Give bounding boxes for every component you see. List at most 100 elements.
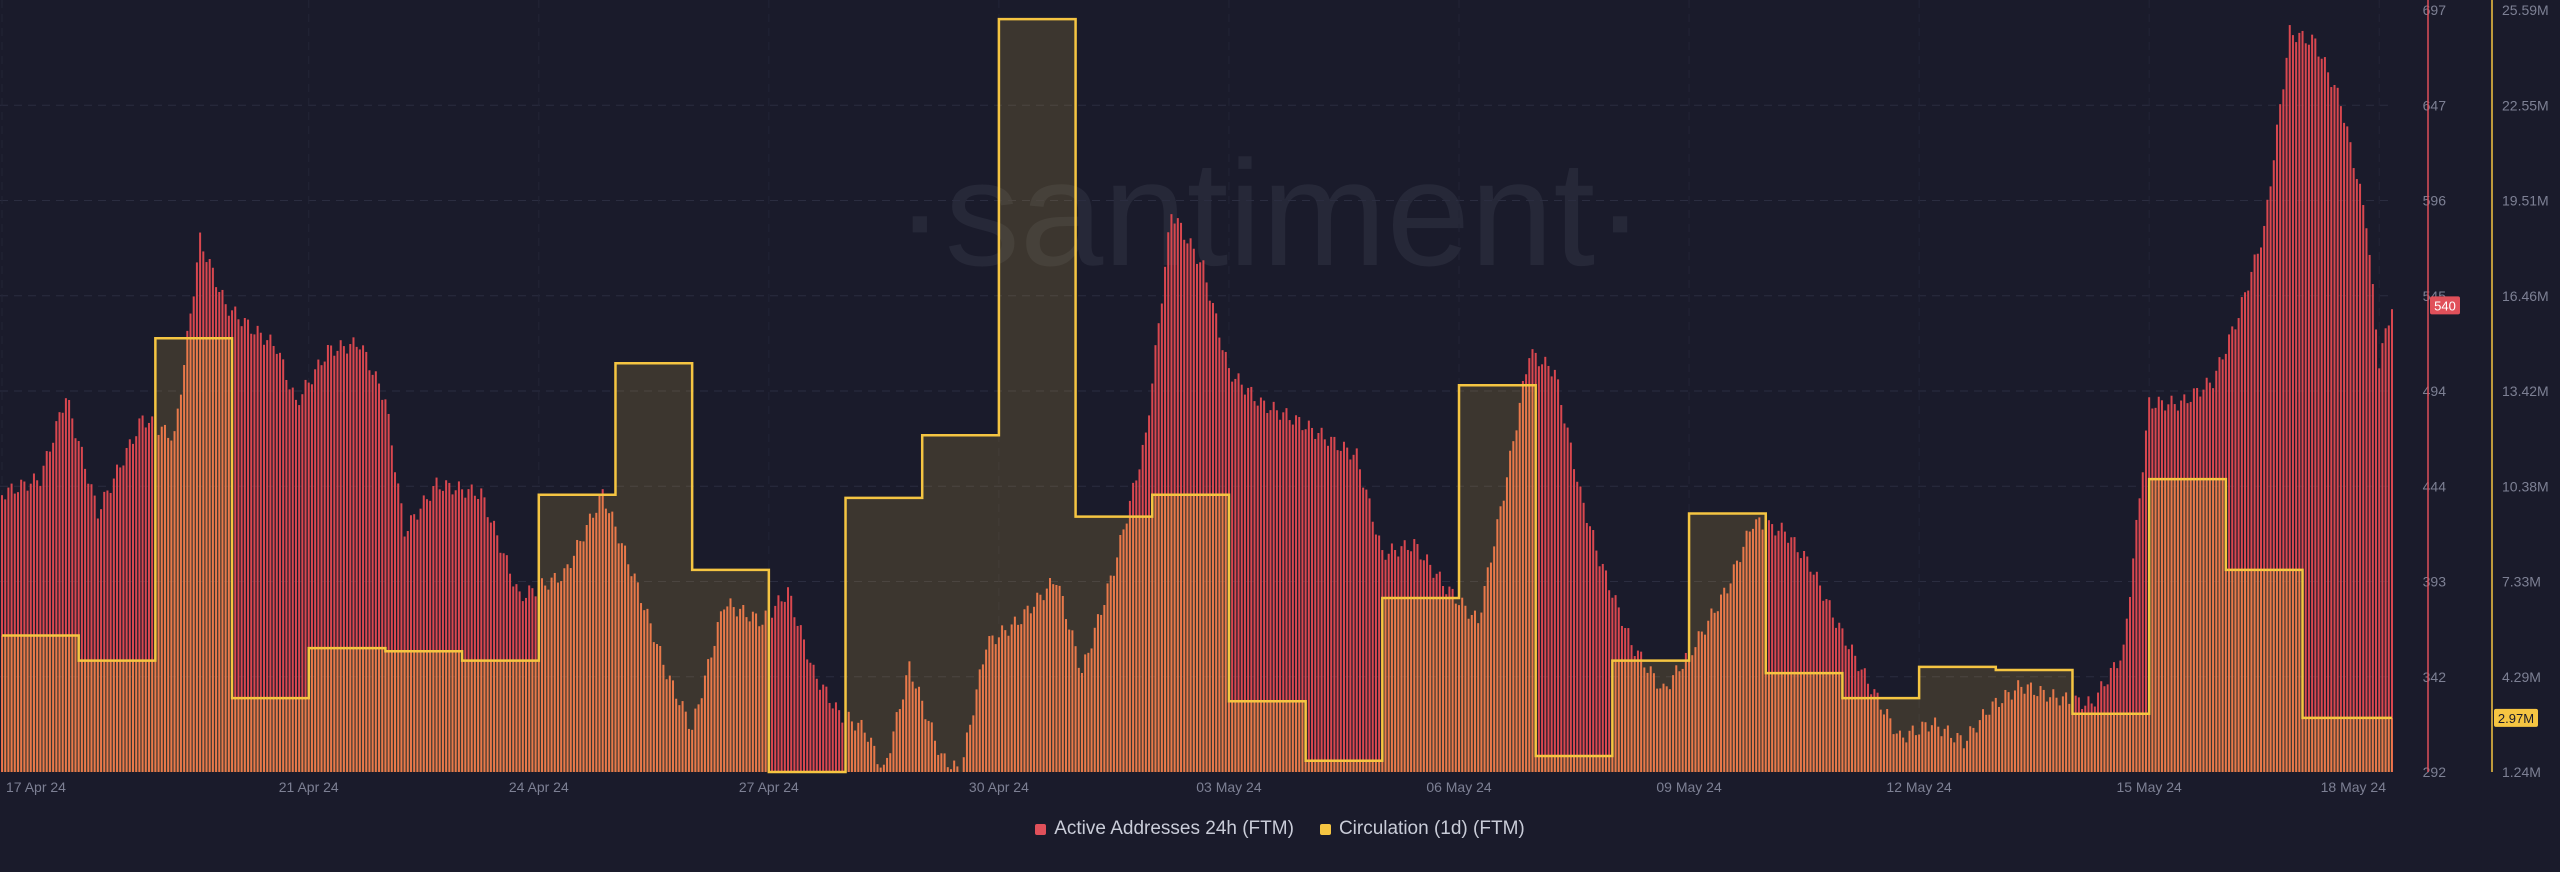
bar-overlap bbox=[2160, 479, 2163, 772]
bar-overlap bbox=[850, 721, 853, 772]
bar-overlap bbox=[1004, 630, 1007, 772]
bar-overlap bbox=[1589, 756, 1592, 772]
bar bbox=[1384, 559, 1387, 599]
bar-overlap bbox=[1601, 756, 1604, 772]
bar-overlap bbox=[278, 698, 281, 772]
bar bbox=[493, 520, 496, 661]
bar-overlap bbox=[2157, 479, 2160, 772]
bar-overlap bbox=[1339, 760, 1342, 772]
bar bbox=[2196, 387, 2199, 480]
bar-overlap bbox=[1751, 528, 1754, 772]
bar bbox=[2314, 38, 2317, 718]
bar-overlap bbox=[480, 660, 483, 772]
bar-overlap bbox=[441, 651, 444, 772]
bar-overlap bbox=[61, 635, 64, 772]
bar-overlap bbox=[1755, 519, 1758, 772]
bar-overlap bbox=[1371, 760, 1374, 772]
bar-overlap bbox=[1505, 477, 1508, 772]
bar bbox=[1311, 427, 1314, 761]
bar bbox=[1202, 260, 1205, 495]
bar bbox=[128, 439, 131, 661]
bar bbox=[61, 412, 64, 636]
bar bbox=[147, 422, 150, 661]
bar-overlap bbox=[755, 613, 758, 772]
bar-overlap bbox=[1691, 655, 1694, 772]
bar bbox=[358, 349, 361, 649]
bar bbox=[2090, 703, 2093, 714]
bar-overlap bbox=[1141, 516, 1144, 772]
x-tick-label: 27 Apr 24 bbox=[739, 779, 799, 795]
bar-overlap bbox=[1982, 709, 1985, 772]
bar-overlap bbox=[2368, 717, 2371, 772]
bar bbox=[1317, 433, 1320, 761]
bar bbox=[2247, 290, 2250, 570]
bar-overlap bbox=[445, 651, 448, 772]
bar bbox=[1579, 486, 1582, 757]
bar bbox=[831, 708, 834, 772]
bar bbox=[1445, 594, 1448, 599]
bar-overlap bbox=[2109, 713, 2112, 772]
bar-overlap bbox=[2173, 479, 2176, 772]
bar-overlap bbox=[326, 648, 329, 772]
bar bbox=[2221, 359, 2224, 480]
bar bbox=[1259, 397, 1262, 702]
bar bbox=[2084, 705, 2087, 714]
bar-overlap bbox=[1042, 600, 1045, 772]
bar-overlap bbox=[2259, 569, 2262, 772]
bar bbox=[1822, 600, 1825, 674]
bar-overlap bbox=[745, 617, 748, 772]
bar-overlap bbox=[1700, 631, 1703, 772]
bar bbox=[2119, 660, 2122, 714]
bar bbox=[1812, 574, 1815, 674]
bar-overlap bbox=[735, 616, 738, 772]
bar-overlap bbox=[1831, 673, 1834, 772]
bar bbox=[2167, 404, 2170, 480]
bar-overlap bbox=[1029, 613, 1032, 772]
bar-overlap bbox=[630, 576, 633, 772]
bar-overlap bbox=[1537, 756, 1540, 772]
bar-overlap bbox=[1576, 756, 1579, 772]
bar bbox=[90, 484, 93, 661]
legend-item-circulation[interactable]: Circulation (1d) (FTM) bbox=[1319, 818, 1525, 840]
bar-overlap bbox=[1662, 683, 1665, 772]
bar-overlap bbox=[2103, 713, 2106, 772]
bar bbox=[1221, 350, 1224, 495]
bar-overlap bbox=[1675, 665, 1678, 772]
bar-overlap bbox=[2208, 479, 2211, 772]
bar-overlap bbox=[988, 636, 991, 772]
bar-overlap bbox=[2224, 569, 2227, 772]
bar-overlap bbox=[2215, 479, 2218, 772]
bar bbox=[2103, 686, 2106, 714]
bar-overlap bbox=[1362, 760, 1365, 772]
bar-overlap bbox=[1138, 516, 1141, 772]
bar-overlap bbox=[547, 589, 550, 772]
bar-overlap bbox=[259, 698, 262, 772]
bar-overlap bbox=[2269, 569, 2272, 772]
bar-overlap bbox=[451, 651, 454, 772]
bar-overlap bbox=[2327, 717, 2330, 772]
bar-overlap bbox=[2151, 479, 2154, 772]
bar bbox=[477, 498, 480, 661]
bar bbox=[2170, 395, 2173, 480]
bar-overlap bbox=[243, 698, 246, 772]
legend-label-circulation: Circulation (1d) (FTM) bbox=[1338, 818, 1525, 839]
bar bbox=[818, 689, 821, 772]
bar-overlap bbox=[282, 698, 285, 772]
bar-overlap bbox=[119, 660, 122, 772]
bar-overlap bbox=[1084, 654, 1087, 772]
bar-overlap bbox=[930, 722, 933, 772]
legend-item-active-addresses[interactable]: Active Addresses 24h (FTM) bbox=[1035, 818, 1294, 840]
bar-overlap bbox=[1074, 646, 1077, 772]
bar-overlap bbox=[1930, 725, 1933, 772]
bar bbox=[2285, 57, 2288, 570]
bar-overlap bbox=[997, 637, 1000, 772]
bar bbox=[346, 353, 349, 649]
y-left-tick-label: 342 bbox=[2423, 669, 2447, 685]
bar-overlap bbox=[1847, 698, 1850, 772]
bar-overlap bbox=[304, 698, 307, 772]
bar bbox=[205, 262, 208, 339]
bar-overlap bbox=[1234, 701, 1237, 772]
bar-overlap bbox=[1761, 529, 1764, 772]
bar-overlap bbox=[1895, 733, 1898, 772]
bar-overlap bbox=[1208, 494, 1211, 772]
